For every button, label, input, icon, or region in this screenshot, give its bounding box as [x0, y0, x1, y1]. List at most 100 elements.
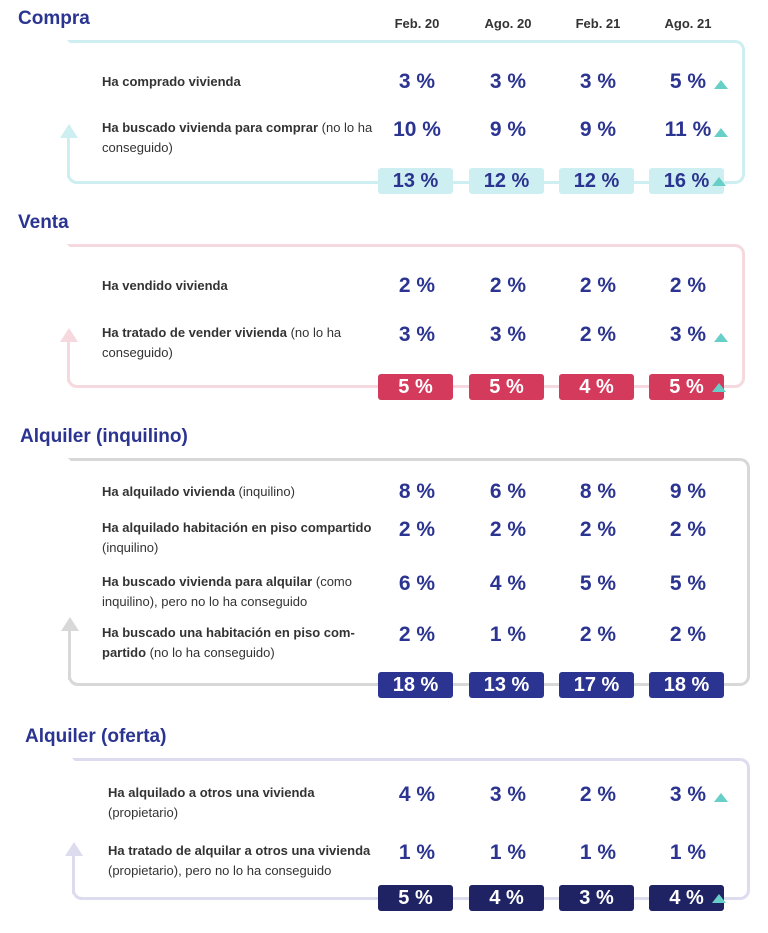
- total-value: 5 %: [649, 374, 724, 400]
- row-value: 2 %: [398, 518, 436, 541]
- row-value: 4 %: [398, 783, 436, 806]
- increase-marker-icon: [714, 333, 728, 342]
- row-value: 2 %: [489, 518, 527, 541]
- section-return-line: [68, 631, 71, 680]
- row-value: 4 %: [489, 572, 527, 595]
- row-label-rest: (propietario): [108, 805, 179, 820]
- row-value: 1 %: [489, 841, 527, 864]
- row-label-rest: (no lo ha conseguido): [102, 120, 373, 155]
- row-label: Ha tratado de vender vivienda (no lo ha …: [102, 323, 377, 363]
- increase-marker-icon: [712, 177, 726, 186]
- row-value: 3 %: [669, 783, 707, 806]
- row-value: 2 %: [579, 323, 617, 346]
- total-value: 5 %: [378, 374, 453, 400]
- section-return-line: [67, 138, 70, 178]
- row-label: Ha vendido vivienda: [102, 276, 377, 296]
- row-label-bold: Ha vendido vivienda: [102, 278, 228, 293]
- row-label-rest: (inquilino): [102, 540, 159, 555]
- row-value: 9 %: [669, 480, 707, 503]
- row-label-bold: Ha buscado vivienda para comprar: [102, 120, 319, 135]
- row-label-rest: (no lo ha conseguido): [102, 325, 342, 360]
- row-label-bold: Ha alquilado habitación en piso comparti…: [102, 520, 372, 535]
- row-value: 3 %: [489, 783, 527, 806]
- row-value: 2 %: [579, 274, 617, 297]
- row-label: Ha alquilado a otros una vivienda (propi…: [108, 783, 383, 823]
- row-value: 2 %: [669, 274, 707, 297]
- total-value: 13 %: [469, 672, 544, 698]
- total-value: 18 %: [649, 672, 724, 698]
- row-value: 11 %: [664, 118, 712, 141]
- row-label-bold: Ha alquilado vivienda: [102, 484, 235, 499]
- row-value: 3 %: [579, 70, 617, 93]
- row-label-bold: Ha comprado vivienda: [102, 74, 241, 89]
- row-value: 1 %: [579, 841, 617, 864]
- up-arrow-icon: [60, 617, 79, 631]
- column-header: Feb. 21: [575, 16, 621, 31]
- row-value: 2 %: [579, 623, 617, 646]
- section-return-corner: [67, 172, 81, 184]
- row-label: Ha alquilado vivienda (inquilino): [102, 482, 377, 502]
- row-value: 1 %: [669, 841, 707, 864]
- row-value: 2 %: [669, 623, 707, 646]
- row-value: 3 %: [669, 323, 707, 346]
- total-value: 3 %: [559, 885, 634, 911]
- row-label-bold: Ha tratado de vender vivienda: [102, 325, 287, 340]
- total-value: 4 %: [559, 374, 634, 400]
- row-value: 2 %: [489, 274, 527, 297]
- row-label-bold: Ha tratado de alquilar a otros una vivie…: [108, 843, 371, 858]
- row-value: 10 %: [393, 118, 441, 141]
- row-label-rest: (no lo ha conseguido): [146, 645, 275, 660]
- row-value: 3 %: [398, 70, 436, 93]
- row-value: 6 %: [398, 572, 436, 595]
- total-value: 5 %: [469, 374, 544, 400]
- section-frame: [67, 40, 745, 184]
- row-value: 9 %: [579, 118, 617, 141]
- section-title: Compra: [18, 8, 90, 29]
- increase-marker-icon: [714, 128, 728, 137]
- row-value: 3 %: [398, 323, 436, 346]
- total-value: 5 %: [378, 885, 453, 911]
- row-label-rest: (propietario), pero no lo ha conseguido: [108, 863, 332, 878]
- row-value: 3 %: [489, 323, 527, 346]
- row-label-bold: Ha buscado una habitación en piso com-pa…: [102, 625, 355, 660]
- total-value: 12 %: [559, 168, 634, 194]
- row-label: Ha alquilado habitación en piso comparti…: [102, 518, 377, 558]
- column-header: Ago. 20: [484, 16, 532, 31]
- row-value: 9 %: [489, 118, 527, 141]
- total-value: 13 %: [378, 168, 453, 194]
- row-value: 2 %: [398, 623, 436, 646]
- row-value: 2 %: [669, 518, 707, 541]
- section-frame: [67, 244, 745, 388]
- section-title: Alquiler (oferta): [25, 726, 167, 747]
- total-value: 17 %: [559, 672, 634, 698]
- section-return-corner: [72, 888, 86, 900]
- total-value: 12 %: [469, 168, 544, 194]
- row-value: 2 %: [398, 274, 436, 297]
- up-arrow-icon: [59, 124, 78, 138]
- row-value: 5 %: [669, 572, 707, 595]
- increase-marker-icon: [712, 894, 726, 903]
- row-value: 1 %: [489, 623, 527, 646]
- row-label-rest: (inquilino): [234, 484, 295, 499]
- section-title: Venta: [18, 212, 69, 233]
- increase-marker-icon: [714, 793, 728, 802]
- row-label-bold: Ha buscado vivienda para alquilar: [102, 574, 313, 589]
- row-label: Ha buscado vivienda para comprar (no lo …: [102, 118, 377, 158]
- section-return-corner: [67, 376, 81, 388]
- section-return-line: [72, 856, 75, 894]
- row-label: Ha comprado vivienda: [102, 72, 377, 92]
- total-value: 4 %: [469, 885, 544, 911]
- row-value: 5 %: [669, 70, 707, 93]
- column-header: Feb. 20: [394, 16, 440, 31]
- row-value: 2 %: [579, 783, 617, 806]
- increase-marker-icon: [714, 80, 728, 89]
- up-arrow-icon: [64, 842, 83, 856]
- row-label: Ha buscado una habitación en piso com-pa…: [102, 623, 377, 663]
- row-value: 3 %: [489, 70, 527, 93]
- total-value: 18 %: [378, 672, 453, 698]
- row-value: 2 %: [579, 518, 617, 541]
- section-return-corner: [68, 674, 82, 686]
- row-value: 6 %: [489, 480, 527, 503]
- total-value: 16 %: [649, 168, 724, 194]
- up-arrow-icon: [59, 328, 78, 342]
